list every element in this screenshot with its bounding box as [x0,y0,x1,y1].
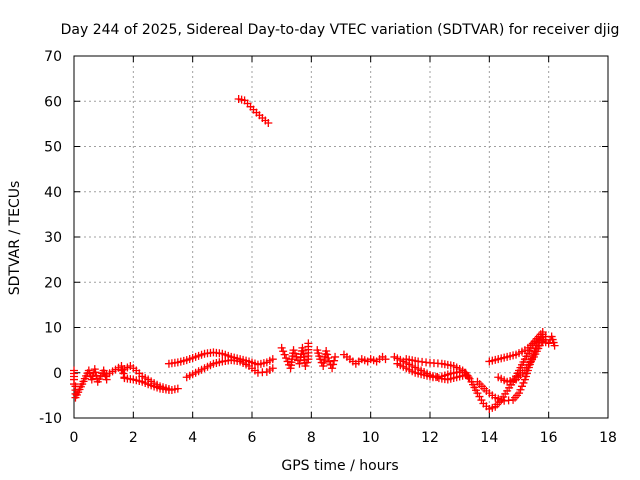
x-tick-label: 0 [70,430,79,446]
y-tick-label: 20 [44,275,62,291]
series-track-cluster-10 [367,353,390,366]
data-point [477,396,485,404]
series-track-cluster-7 [278,339,313,372]
chart: Day 244 of 2025, Sidereal Day-to-day VTE… [0,0,640,480]
y-tick-label: 40 [44,185,62,201]
y-tick-label: -10 [39,411,62,427]
x-tick-label: 8 [307,430,316,446]
series-track-high [235,95,273,127]
y-tick-label: 30 [44,230,62,246]
chart-title: Day 244 of 2025, Sidereal Day-to-day VTE… [61,22,620,38]
x-tick-label: 2 [129,430,138,446]
y-tick-labels: -10 0 10 20 30 40 50 60 70 [39,49,62,427]
y-axis-label: SDTVAR / TECUs [7,181,23,296]
x-tick-label: 4 [188,430,197,446]
y-tick-label: 50 [44,140,62,156]
x-tick-label: 6 [248,430,257,446]
x-tick-label: 18 [599,430,617,446]
x-axis-label: GPS time / hours [281,458,398,474]
data-point [331,353,339,361]
y-tick-label: 70 [44,49,62,65]
data-point [475,393,483,401]
series-track-cluster-8 [313,346,339,372]
x-tick-label: 16 [540,430,558,446]
series-track-rise-late [485,328,546,365]
x-tick-labels: 0 2 4 6 8 10 12 14 16 18 [70,430,617,446]
series-track-early [70,362,128,402]
x-tick-label: 12 [421,430,439,446]
series-track-rise-1 [165,348,277,368]
y-tick-label: 0 [53,366,62,382]
series-track-rise-2 [183,356,277,381]
y-tick-label: 10 [44,321,62,337]
x-tick-label: 10 [362,430,380,446]
x-tick-label: 14 [480,430,498,446]
data-marks [70,95,559,413]
y-tick-label: 60 [44,94,62,110]
